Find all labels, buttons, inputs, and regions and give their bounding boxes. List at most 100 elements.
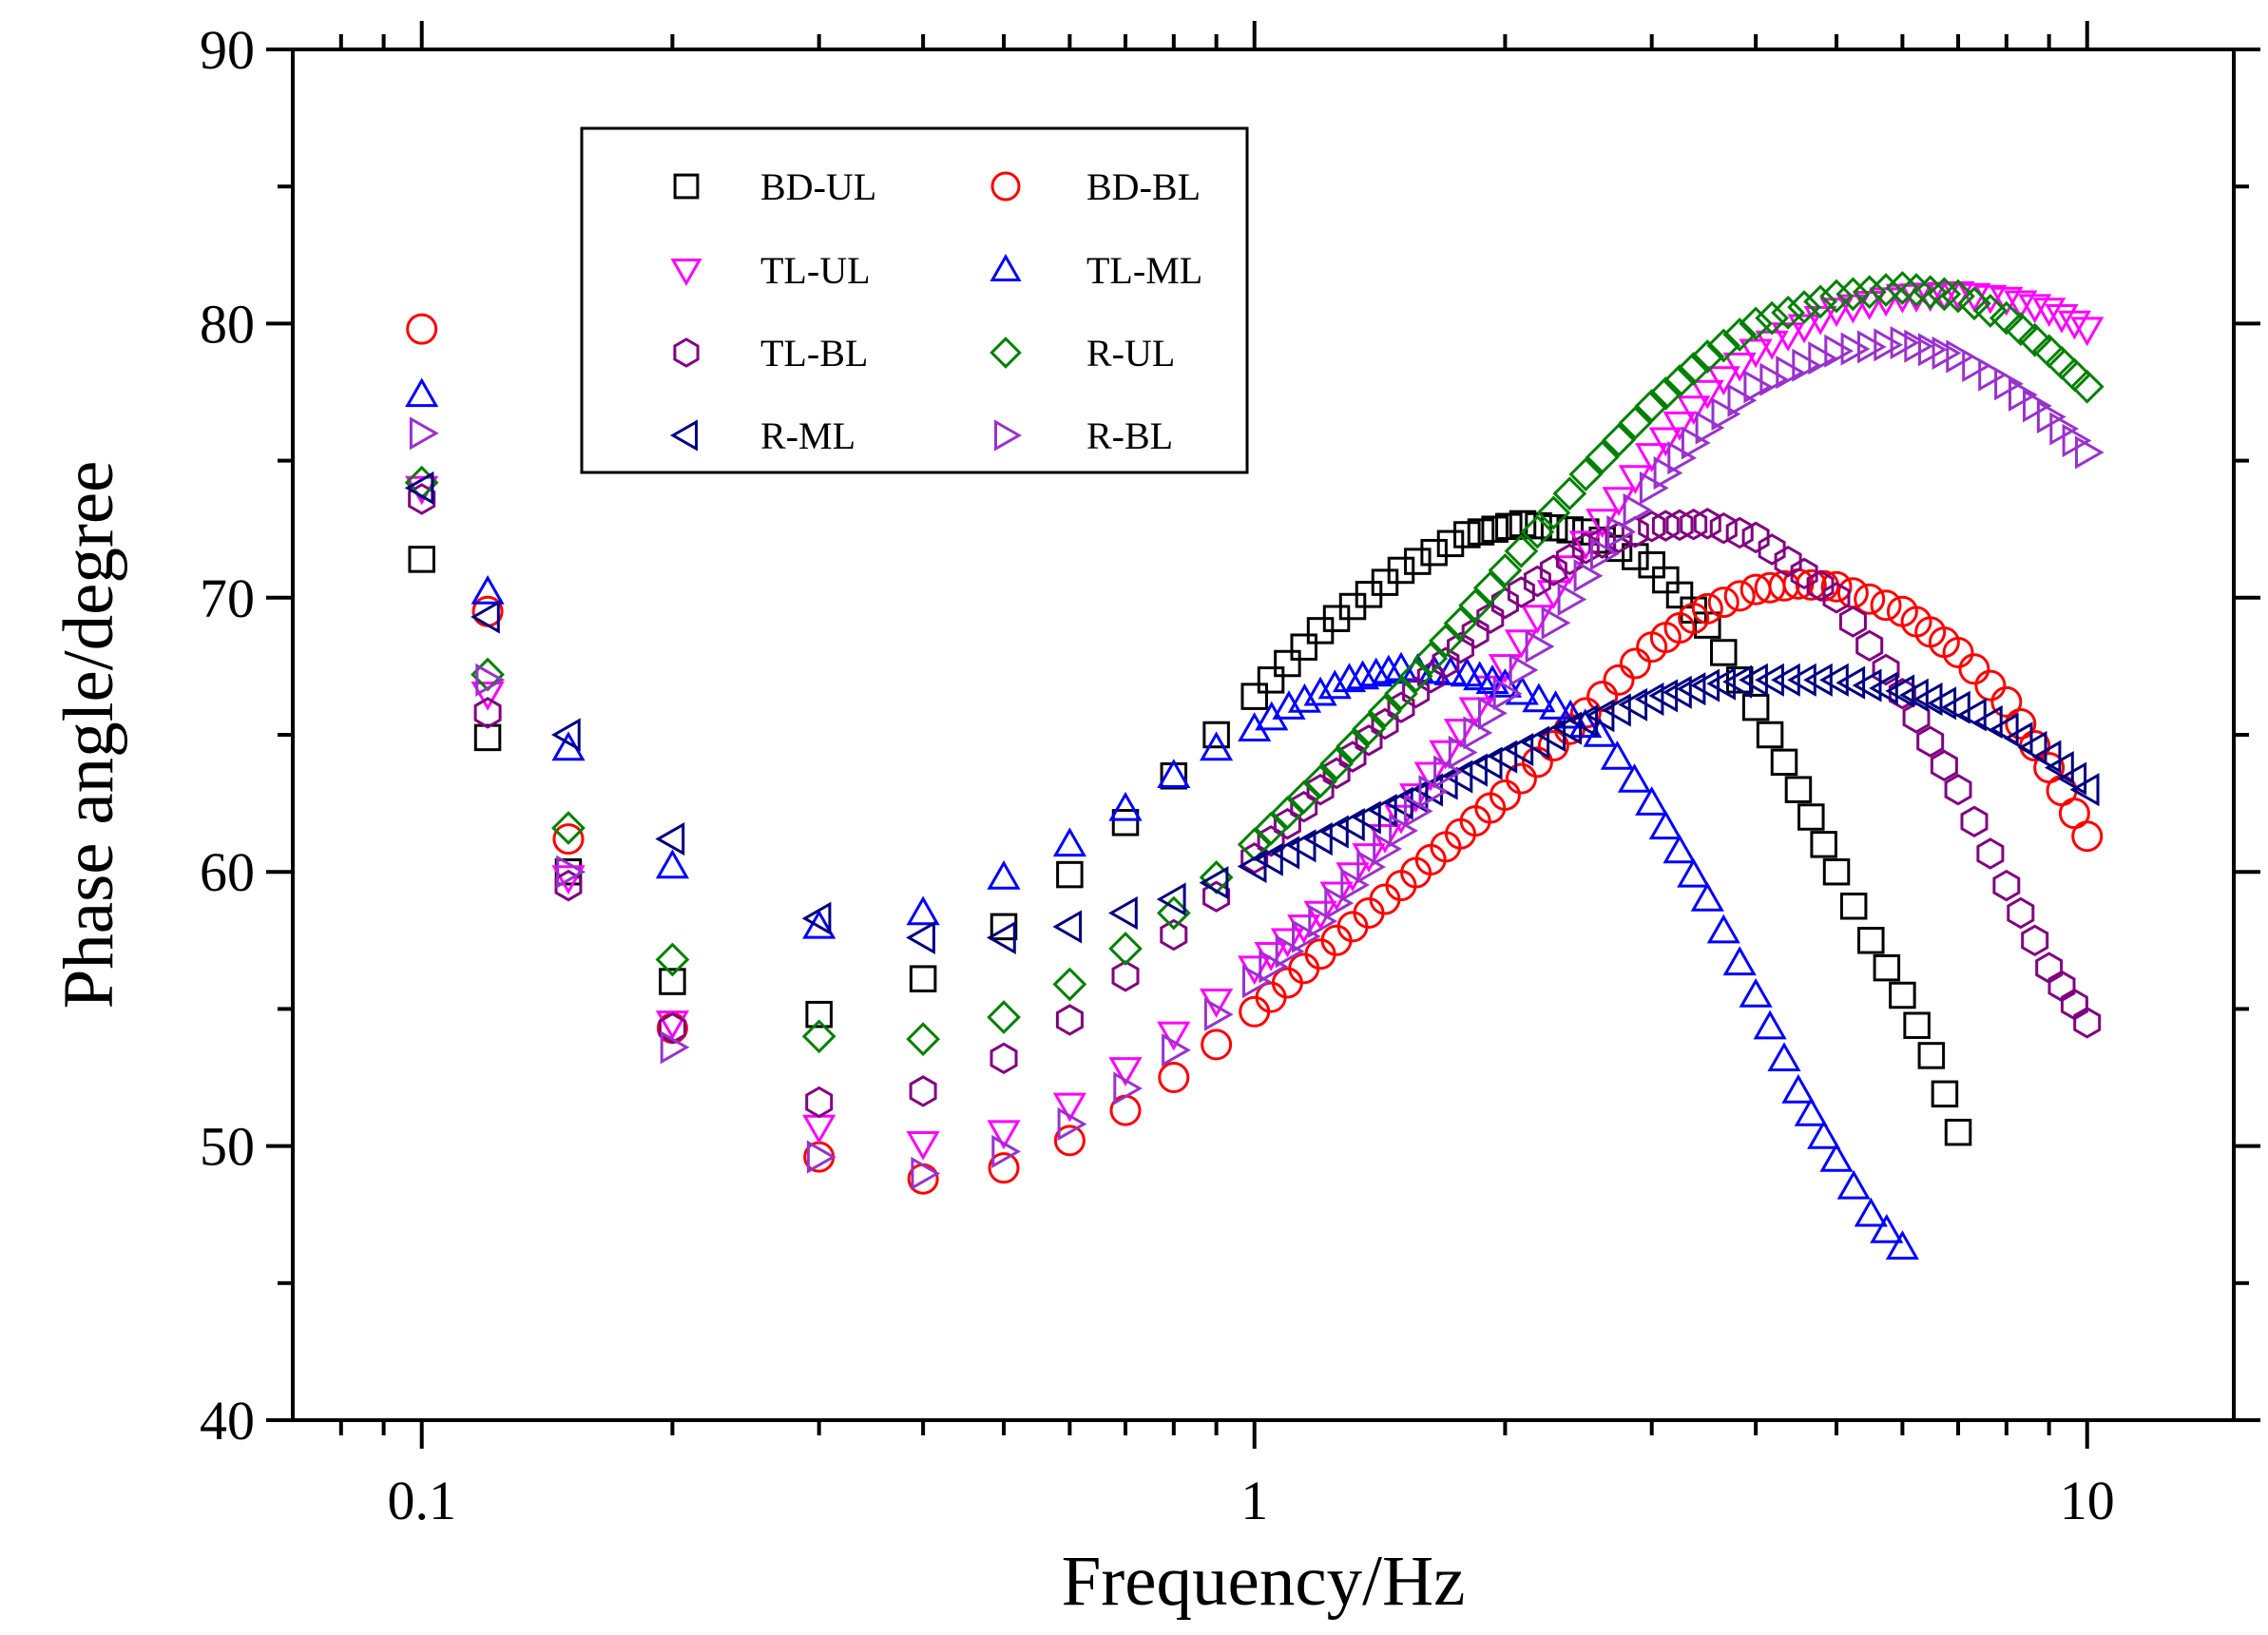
data-point <box>1781 1073 1816 1104</box>
data-point <box>1413 641 1449 676</box>
data-point <box>1819 298 1854 328</box>
data-point <box>408 546 435 573</box>
data-point <box>1870 1213 1904 1243</box>
data-point <box>1755 300 1790 336</box>
data-point <box>1665 509 1694 542</box>
data-point <box>1836 277 1871 312</box>
data-point <box>1634 389 1669 423</box>
data-point <box>408 483 436 515</box>
data-point <box>1157 1021 1191 1051</box>
data-point <box>1539 554 1567 587</box>
data-point <box>805 1000 833 1029</box>
data-point <box>1488 654 1522 683</box>
data-point <box>801 1019 836 1054</box>
data-point <box>1238 712 1272 741</box>
legend-label-r-ul: R-UL <box>1086 332 1175 375</box>
data-point <box>551 865 586 895</box>
data-point <box>1706 366 1740 396</box>
data-point <box>1711 397 1741 432</box>
data-point <box>1520 514 1555 549</box>
data-point <box>1946 339 1976 374</box>
data-point <box>1912 682 1943 717</box>
data-point <box>1458 697 1492 727</box>
data-point <box>1989 286 2024 317</box>
data-point <box>1254 811 1288 846</box>
data-point <box>1272 690 1306 720</box>
data-point <box>1504 733 1534 767</box>
data-point <box>1787 290 1821 324</box>
data-point <box>2032 298 2066 328</box>
data-point <box>1367 794 1397 828</box>
data-point <box>2009 377 2038 412</box>
data-point <box>550 718 581 752</box>
data-point <box>1373 832 1403 866</box>
data-point <box>1275 934 1305 969</box>
data-point <box>1476 602 1505 634</box>
data-point <box>1489 779 1521 811</box>
data-point <box>1490 587 1519 620</box>
data-point <box>1303 676 1337 706</box>
data-point <box>1458 588 1493 623</box>
data-point <box>1448 735 1478 770</box>
data-point <box>1941 279 1975 314</box>
data-point <box>1869 273 1903 307</box>
data-point <box>1255 701 1289 731</box>
data-point <box>1602 423 1636 457</box>
data-point <box>1536 495 1571 530</box>
data-point <box>1492 677 1523 711</box>
data-point <box>1776 356 1806 390</box>
data-point <box>1932 336 1962 370</box>
data-point <box>1156 882 1186 916</box>
data-point <box>1557 582 1587 617</box>
legend-marker-bd-ul <box>673 173 700 200</box>
data-point <box>1819 1142 1854 1172</box>
data-point <box>1436 529 1465 558</box>
data-point <box>909 1075 937 1107</box>
data-point <box>1722 664 1752 699</box>
data-point <box>1053 1125 1086 1157</box>
data-point <box>1663 364 1697 398</box>
data-point <box>1525 629 1555 664</box>
data-point <box>1792 348 1822 382</box>
data-point <box>1927 686 1957 721</box>
data-point <box>1756 721 1784 749</box>
data-point <box>1960 805 1989 838</box>
data-point <box>1739 663 1768 697</box>
legend-marker-r-ml <box>669 419 698 452</box>
data-point <box>801 901 832 935</box>
data-point <box>1824 334 1855 368</box>
data-point <box>1990 685 2023 718</box>
data-point <box>1356 850 1387 884</box>
data-point <box>988 1152 1020 1184</box>
data-point <box>987 1000 1021 1034</box>
data-point <box>1753 1010 1787 1040</box>
legend-label-r-ml: R-ML <box>760 414 855 457</box>
data-point <box>1495 512 1523 541</box>
y-tick-label: 50 <box>200 1116 255 1178</box>
data-point <box>1335 808 1365 842</box>
data-point <box>1359 657 1393 687</box>
data-point <box>406 313 438 345</box>
data-point <box>1472 570 1508 606</box>
axis-ticks: 40 50 60 70 80 90 0.1 1 10 <box>200 19 2260 1531</box>
data-point <box>2071 820 2104 853</box>
data-point <box>1904 329 1934 363</box>
legend-marker-r-bl <box>994 419 1023 452</box>
data-point <box>1432 646 1460 679</box>
data-point <box>1504 533 1539 568</box>
data-point <box>471 574 505 605</box>
data-point <box>1706 328 1741 363</box>
y-tick-label: 80 <box>200 293 255 355</box>
data-point <box>1771 295 1805 330</box>
data-point <box>987 1120 1021 1150</box>
data-point <box>1111 809 1140 837</box>
data-point <box>1648 427 1682 457</box>
data-point <box>1203 997 1234 1031</box>
series-r-ml <box>404 471 2100 954</box>
data-point <box>906 1131 940 1161</box>
data-point <box>1885 271 1920 305</box>
data-point <box>1240 683 1268 710</box>
data-point <box>1794 1096 1828 1126</box>
plot-frame <box>291 48 2236 1422</box>
data-point <box>1663 411 1697 441</box>
